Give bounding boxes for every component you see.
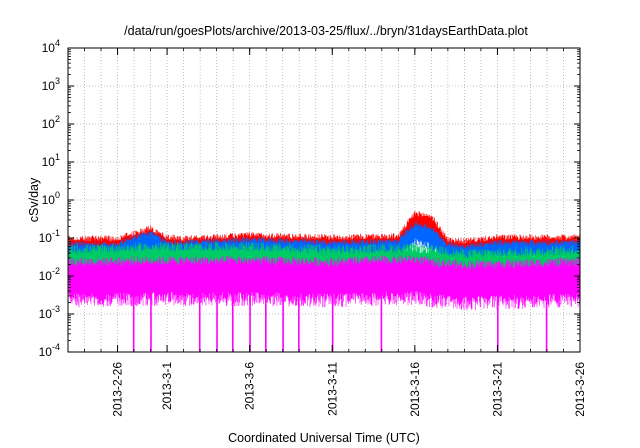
y-tick-label: 10-1 xyxy=(39,228,60,245)
y-tick-label: 102 xyxy=(42,114,60,131)
x-tick-label: 2013-3-16 xyxy=(408,362,422,417)
x-tick-label: 2013-3-1 xyxy=(160,362,174,410)
x-tick-label: 2013-2-26 xyxy=(111,362,125,417)
x-tick-label: 2013-3-6 xyxy=(243,362,257,410)
x-axis-title: Coordinated Universal Time (UTC) xyxy=(228,431,420,445)
x-tick-label: 2013-3-26 xyxy=(573,362,587,417)
y-tick-label: 10-2 xyxy=(39,266,60,283)
y-tick-label: 10-3 xyxy=(39,304,60,321)
axes: 10-4 10-3 10-2 10-1 100 101 102 103 104 2013-2-26… xyxy=(39,38,587,417)
data-layer xyxy=(68,210,580,352)
y-tick-label: 101 xyxy=(42,152,60,169)
y-tick-label: 103 xyxy=(42,76,60,93)
y-axis-title: cSv/day xyxy=(27,177,41,222)
x-tick-label: 2013-3-11 xyxy=(325,362,339,416)
y-tick-label: 100 xyxy=(42,190,60,207)
chart-title: /data/run/goesPlots/archive/2013-03-25/f… xyxy=(124,24,528,38)
x-tick-label: 2013-3-21 xyxy=(490,362,504,417)
y-tick-label: 104 xyxy=(42,38,60,55)
y-tick-label: 10-4 xyxy=(39,342,60,359)
